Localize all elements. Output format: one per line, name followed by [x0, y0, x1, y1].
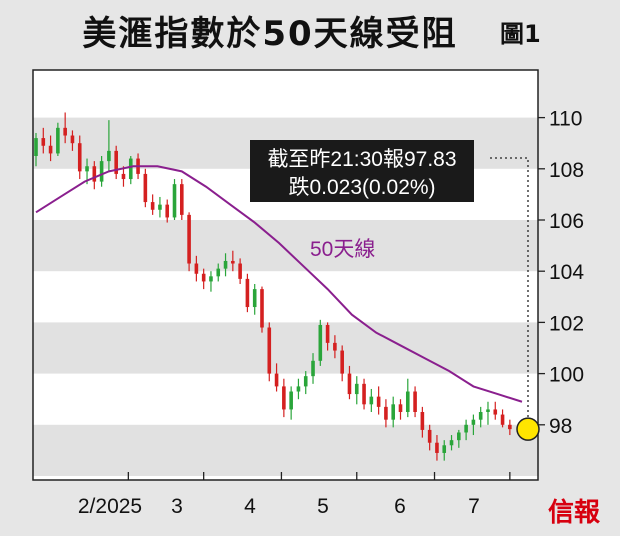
candle-body: [398, 404, 403, 412]
chart-title: 美滙指數於50天線受阻: [82, 14, 458, 54]
candle-body: [56, 127, 60, 154]
x-tick-label: 5: [317, 495, 329, 518]
candle-body: [347, 373, 352, 395]
candle-body: [85, 166, 89, 172]
candle-body: [114, 150, 118, 174]
candle-body: [325, 324, 330, 343]
hkej-logo: 信報: [548, 498, 601, 528]
candle-body: [201, 273, 206, 282]
candle-body: [282, 386, 286, 410]
grid-band: [33, 220, 538, 272]
candle-body: [70, 135, 75, 144]
candle-body: [340, 350, 344, 374]
candle-body: [435, 442, 439, 453]
x-tick-label: 7: [468, 495, 480, 518]
y-tick-label: 104: [549, 261, 584, 284]
candle-body: [413, 391, 417, 412]
candle-body: [362, 383, 366, 405]
annotation-leader: [490, 157, 529, 419]
candle-body: [427, 429, 432, 443]
candle-body: [508, 424, 512, 430]
candle-body: [457, 432, 461, 441]
x-tick-label: 3: [171, 495, 183, 518]
candle-body: [405, 391, 410, 412]
candle-body: [464, 424, 468, 433]
candle-body: [493, 409, 498, 415]
candle-body: [420, 412, 425, 430]
candle-body: [231, 260, 235, 264]
annotation-box: [250, 140, 474, 202]
candle-body: [194, 263, 199, 274]
y-tick-label: 110: [549, 108, 582, 131]
candle-body: [63, 127, 67, 136]
plot-border: [32, 69, 539, 481]
candle-body: [376, 396, 381, 407]
candle-body: [48, 145, 53, 154]
candle-body: [267, 327, 272, 374]
candle-body: [165, 204, 170, 218]
candle-body: [384, 406, 388, 420]
grid-band: [33, 322, 538, 374]
last-price-marker: [516, 417, 540, 441]
candle-body: [223, 260, 228, 269]
ma50-label: 50天線: [310, 238, 375, 261]
y-tick-label: 106: [549, 210, 584, 233]
candle-body: [187, 214, 191, 264]
candle-body: [209, 276, 213, 282]
candle-body: [158, 204, 162, 210]
candle-body: [391, 404, 396, 420]
y-tick-label: 108: [549, 159, 584, 182]
candle-body: [121, 173, 126, 180]
y-tick-label: 100: [549, 364, 584, 387]
candle-body: [216, 268, 221, 277]
candle-body: [318, 324, 323, 361]
candle-body: [333, 342, 337, 351]
candle-body: [303, 376, 308, 387]
y-tick-label: 98: [549, 415, 572, 438]
candle-body: [107, 150, 111, 162]
figure-label: 圖1: [500, 20, 541, 48]
candle-body: [143, 173, 148, 203]
candle-body: [449, 440, 454, 446]
x-tick-label: 6: [394, 495, 406, 518]
candle-body: [311, 360, 315, 377]
candle-body: [369, 396, 374, 405]
candle-body: [478, 412, 483, 420]
candle-body: [296, 386, 301, 392]
candle-body: [260, 289, 264, 328]
candle-body: [245, 278, 250, 308]
candle-body: [34, 138, 38, 156]
candle-body: [289, 391, 293, 410]
candle-body: [486, 409, 490, 412]
annotation-line-1: 截至昨21:30報97.83: [267, 148, 456, 171]
candle-body: [92, 166, 97, 182]
candle-body: [274, 373, 279, 387]
candle-body: [238, 263, 242, 279]
candle-body: [354, 383, 359, 395]
x-tick-label: 2/2025: [78, 495, 142, 518]
candle-body: [180, 184, 184, 215]
y-tick-label: 102: [549, 312, 584, 335]
candle-body: [77, 143, 82, 172]
candle-body: [471, 419, 476, 425]
grid-band: [33, 424, 538, 476]
candle-body: [500, 414, 505, 425]
candle-body: [252, 289, 257, 308]
candle-body: [128, 158, 133, 180]
candle-body: [150, 202, 155, 210]
candle-body: [442, 445, 447, 453]
ma50-line: [35, 165, 523, 403]
annotation-line-2: 跌0.023(0.02%): [288, 176, 435, 199]
candle-body: [172, 184, 177, 218]
candle-body: [99, 161, 104, 182]
candle-body: [41, 138, 46, 146]
x-tick-label: 4: [244, 495, 256, 518]
